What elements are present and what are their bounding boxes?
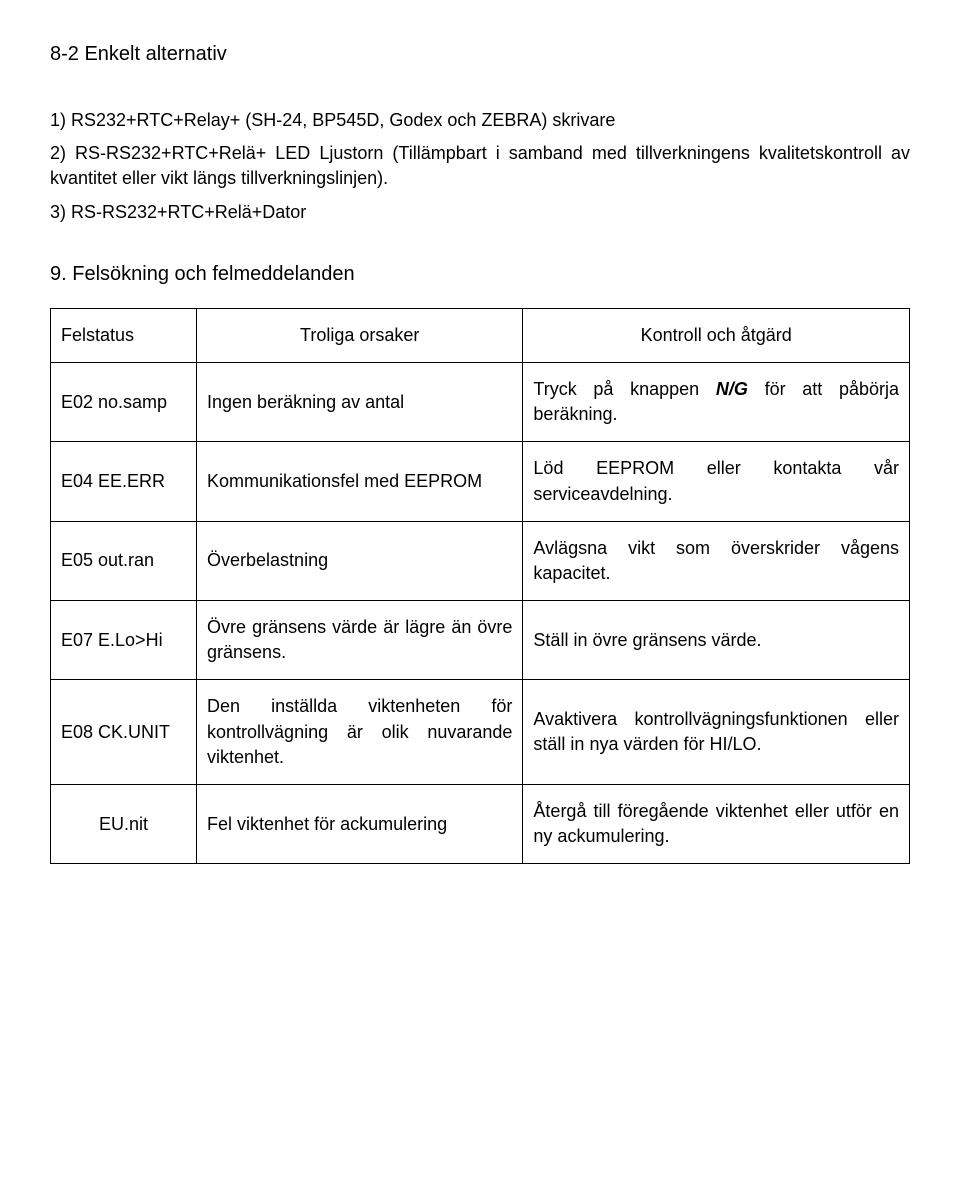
cell-code: E08 CK.UNIT (51, 680, 197, 785)
list-item: 2) RS-RS232+RTC+Relä+ LED Ljustorn (Till… (50, 141, 910, 191)
section-heading: 8-2 Enkelt alternativ (50, 40, 910, 68)
table-header-row: Felstatus Troliga orsaker Kontroll och å… (51, 308, 910, 362)
list-item: 1) RS232+RTC+Relay+ (SH-24, BP545D, Gode… (50, 108, 910, 133)
col-header: Kontroll och åtgärd (523, 308, 910, 362)
list-item: 3) RS-RS232+RTC+Relä+Dator (50, 200, 910, 225)
error-table: Felstatus Troliga orsaker Kontroll och å… (50, 308, 910, 865)
cell-action: Avaktivera kontrollvägningsfunktionen el… (523, 680, 910, 785)
cell-code: E05 out.ran (51, 521, 197, 600)
cell-action: Löd EEPROM eller kontakta vår serviceavd… (523, 442, 910, 521)
table-row: E04 EE.ERR Kommunikationsfel med EEPROM … (51, 442, 910, 521)
cell-cause: Övre gränsens värde är lägre än övre grä… (197, 601, 523, 680)
cell-cause: Kommunikationsfel med EEPROM (197, 442, 523, 521)
cell-action: Ställ in övre gränsens värde. (523, 601, 910, 680)
text: Tryck på knappen (533, 379, 715, 399)
cell-action: Tryck på knappen N/G för att påbörja ber… (523, 362, 910, 441)
bold-text: N/G (716, 379, 748, 399)
cell-code: E07 E.Lo>Hi (51, 601, 197, 680)
cell-cause: Överbelastning (197, 521, 523, 600)
col-header: Troliga orsaker (197, 308, 523, 362)
cell-cause: Ingen beräkning av antal (197, 362, 523, 441)
table-row: E08 CK.UNIT Den inställda viktenheten fö… (51, 680, 910, 785)
cell-cause: Den inställda viktenheten för kontrollvä… (197, 680, 523, 785)
table-row: E02 no.samp Ingen beräkning av antal Try… (51, 362, 910, 441)
table-row: E07 E.Lo>Hi Övre gränsens värde är lägre… (51, 601, 910, 680)
cell-cause: Fel viktenhet för ackumulering (197, 785, 523, 864)
cell-code: E04 EE.ERR (51, 442, 197, 521)
cell-action: Återgå till föregående viktenhet eller u… (523, 785, 910, 864)
col-header: Felstatus (51, 308, 197, 362)
table-row: E05 out.ran Överbelastning Avlägsna vikt… (51, 521, 910, 600)
cell-code: E02 no.samp (51, 362, 197, 441)
section-title: 9. Felsökning och felmeddelanden (50, 260, 910, 288)
cell-action: Avlägsna vikt som överskrider vågens kap… (523, 521, 910, 600)
table-row: EU.nit Fel viktenhet för ackumulering Åt… (51, 785, 910, 864)
cell-code: EU.nit (51, 785, 197, 864)
